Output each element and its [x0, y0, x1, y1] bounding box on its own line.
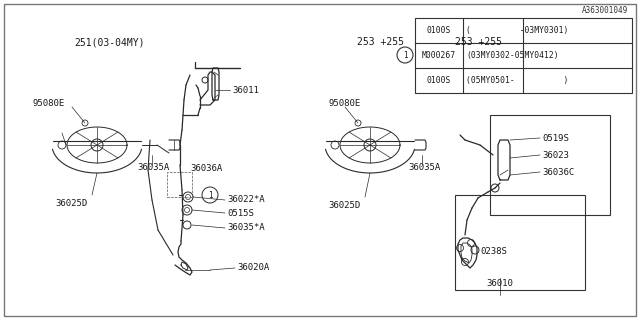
Text: 36036C: 36036C [542, 167, 574, 177]
Text: 0519S: 0519S [542, 133, 569, 142]
Text: 36035A: 36035A [408, 163, 440, 172]
Circle shape [202, 187, 218, 203]
Text: 0100S: 0100S [427, 76, 451, 84]
Text: 0515S: 0515S [227, 209, 254, 218]
Bar [415, 18, 632, 93]
Text: 36025D: 36025D [55, 198, 87, 207]
Text: 36025D: 36025D [328, 201, 360, 210]
Text: (05MY0501-          ): (05MY0501- ) [466, 76, 568, 84]
Text: 36036A: 36036A [190, 164, 222, 172]
Text: 36022*A: 36022*A [227, 196, 264, 204]
Text: 36020A: 36020A [237, 263, 269, 273]
Text: (          -03MY0301): ( -03MY0301) [466, 26, 568, 35]
Text: 36035A: 36035A [137, 163, 169, 172]
Text: 251(03-04MY): 251(03-04MY) [75, 37, 145, 47]
Text: 36023: 36023 [542, 150, 569, 159]
Text: M000267: M000267 [422, 51, 456, 60]
Text: 36011: 36011 [232, 85, 259, 94]
Text: 36010: 36010 [486, 278, 513, 287]
Text: (03MY0302-05MY0412): (03MY0302-05MY0412) [466, 51, 559, 60]
Text: A363001049: A363001049 [582, 5, 628, 14]
Bar [490, 115, 610, 215]
Text: 1: 1 [208, 190, 212, 199]
Text: 95080E: 95080E [328, 99, 360, 108]
Text: 253 +255: 253 +255 [356, 37, 403, 47]
Text: 253 +255: 253 +255 [455, 37, 502, 47]
Text: 36035*A: 36035*A [227, 223, 264, 233]
Circle shape [397, 47, 413, 63]
Text: 95080E: 95080E [32, 99, 64, 108]
Text: 0100S: 0100S [427, 26, 451, 35]
Bar [455, 195, 585, 290]
Text: 0238S: 0238S [480, 247, 507, 257]
Text: 1: 1 [403, 51, 407, 60]
